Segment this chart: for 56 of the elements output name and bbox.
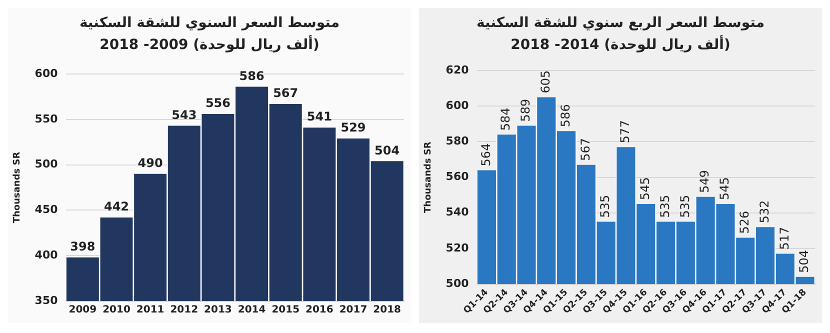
data-label: 490 [138,156,163,170]
x-tick-label: 2015 [272,304,300,316]
data-label: 504 [374,143,400,158]
x-tick-label: 2018 [373,304,402,316]
y-tick-label: 540 [446,206,470,219]
data-label: 564 [478,143,493,166]
data-label: 517 [777,226,792,250]
data-label: 535 [598,194,612,218]
y-tick-label: 560 [446,170,470,184]
data-label: 535 [678,194,692,218]
y-axis-title: Thousands SR [12,152,23,224]
data-label: 526 [737,210,752,234]
data-label: 535 [658,194,672,218]
data-label: 567 [273,86,298,100]
data-label: 567 [578,138,592,161]
y-axis-title: Thousands SR [424,142,434,213]
y-tick-label: 500 [34,158,58,171]
x-tick-label: 2016 [306,304,334,316]
chart-title: متوسط السعر الربع سنوي للشقة السكنية [475,14,766,33]
data-label: 543 [172,108,197,122]
data-label: 549 [698,170,712,193]
data-label: 398 [70,240,96,254]
x-tick-label: 2011 [136,304,164,316]
y-tick-label: 550 [34,112,58,126]
data-label: 589 [518,98,533,122]
data-label: 605 [538,70,553,94]
y-tick-label: 600 [34,66,58,80]
data-label: 442 [104,200,130,214]
x-tick-label: 2012 [170,304,198,316]
y-tick-label: 400 [34,248,58,262]
data-label: 556 [205,96,230,110]
x-tick-label: 2014 [238,304,266,316]
data-label: 586 [239,68,264,83]
chart-subtitle: (ألف ريال للوحدة) 2014- 2018 [510,34,732,55]
y-tick-label: 450 [34,203,58,216]
data-label: 577 [618,120,632,144]
data-label: 545 [718,177,732,200]
data-label: 529 [340,120,366,135]
x-tick-label: 2009 [68,304,97,316]
x-tick-label: 2017 [339,304,368,316]
y-tick-label: 580 [446,134,470,148]
y-tick-label: 500 [446,276,470,290]
data-label: 532 [757,200,772,224]
data-label: 586 [558,104,572,128]
data-label: 584 [498,108,513,131]
y-tick-label: 520 [446,241,470,254]
x-tick-label: 2013 [204,304,232,316]
x-tick-label: 2010 [102,304,130,316]
data-label: 541 [306,110,332,124]
data-label: 504 [797,250,812,273]
y-tick-label: 350 [34,294,58,307]
y-tick-label: 600 [446,99,470,112]
data-label: 545 [638,177,652,200]
y-tick-label: 620 [446,63,470,76]
chart-subtitle: (ألف ريال للوحدة) 2009- 2018 [98,34,320,55]
chart-title: متوسط السعر السنوي للشقة السكنية [78,14,341,33]
